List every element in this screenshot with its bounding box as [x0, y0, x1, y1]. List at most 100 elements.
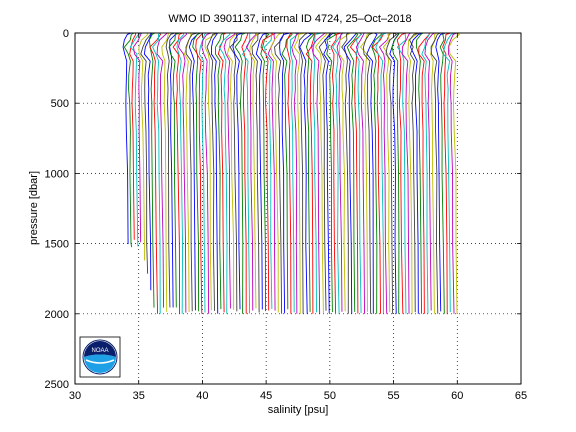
salinity-profile-line — [332, 33, 344, 314]
salinity-profile-line — [192, 33, 201, 312]
x-tick-label: 50 — [324, 390, 336, 402]
salinity-profile-line — [263, 33, 273, 309]
x-axis-label: salinity [psu] — [268, 404, 329, 416]
salinity-profile-line — [138, 33, 149, 261]
grid-lines — [75, 33, 521, 384]
noaa-logo: NOAA — [79, 336, 121, 378]
salinity-profile-line — [378, 33, 393, 314]
salinity-profile-line — [396, 33, 408, 314]
salinity-profile-line — [234, 33, 246, 314]
salinity-profile-line — [286, 33, 292, 314]
x-tick-label: 40 — [196, 390, 208, 402]
salinity-profile-line — [289, 33, 299, 313]
y-axis-label: pressure [dbar] — [28, 171, 40, 245]
salinity-profile-line — [165, 33, 176, 308]
salinity-profile-line — [226, 33, 238, 310]
salinity-profile-line — [346, 33, 359, 312]
salinity-profile-line — [442, 33, 455, 313]
salinity-profile-line — [349, 33, 362, 314]
salinity-profile-line — [279, 33, 290, 314]
salinity-profile-line — [215, 33, 225, 310]
x-tick-label: 45 — [260, 390, 272, 402]
salinity-profile-line — [355, 33, 365, 314]
x-tick-label: 55 — [387, 390, 399, 402]
y-tick-label: 1000 — [45, 168, 69, 180]
salinity-profile-line — [447, 33, 458, 314]
salinity-profile-line — [391, 33, 400, 314]
salinity-profile-line — [415, 33, 424, 314]
salinity-profile-line — [439, 33, 445, 314]
salinity-profile-line — [341, 33, 350, 314]
salinity-profile-line — [366, 33, 378, 314]
salinity-profile-line — [210, 33, 219, 314]
salinity-profile-line — [291, 33, 300, 314]
salinity-profile-line — [343, 33, 357, 314]
salinity-profile-line — [168, 33, 181, 308]
salinity-profile-line — [382, 33, 392, 313]
salinity-profile-line — [148, 33, 156, 308]
salinity-profile-line — [149, 33, 162, 314]
salinity-profile-line — [363, 33, 374, 314]
salinity-profile-line — [242, 33, 251, 314]
salinity-profile-line — [375, 33, 387, 314]
salinity-profile-line — [410, 33, 424, 314]
salinity-profile-line — [293, 33, 306, 314]
salinity-profile-line — [129, 33, 137, 240]
salinity-profile-line — [270, 33, 283, 313]
salinity-profile-line — [260, 33, 270, 312]
salinity-profile-line — [241, 33, 249, 314]
x-tick-label: 65 — [515, 390, 527, 402]
salinity-profile-line — [323, 33, 334, 314]
salinity-profile-line — [421, 33, 431, 314]
salinity-profile-line — [407, 33, 418, 314]
salinity-profile-line — [156, 33, 168, 308]
salinity-profile-line — [133, 33, 142, 243]
salinity-profile-line — [251, 33, 261, 313]
y-tick-label: 0 — [63, 28, 69, 40]
salinity-profile-line — [260, 33, 274, 311]
y-tick-label: 2500 — [45, 379, 69, 391]
salinity-profile-line — [123, 33, 135, 248]
x-tick-label: 30 — [69, 390, 81, 402]
salinity-profile-line — [314, 33, 328, 314]
salinity-profile-line — [176, 33, 185, 314]
salinity-profile-line — [355, 33, 362, 314]
salinity-profile-line — [223, 33, 236, 309]
salinity-profile-line — [122, 33, 132, 245]
salinity-profile-line — [442, 33, 452, 314]
salinity-profile-line — [312, 33, 322, 313]
salinity-profile-line — [338, 33, 351, 312]
salinity-profile-line — [435, 33, 446, 312]
chart-title: WMO ID 3901137, internal ID 4724, 25–Oct… — [168, 13, 411, 25]
salinity-profile-line — [255, 33, 268, 310]
x-axis: 30 35 40 45 50 55 60 65 — [69, 33, 527, 402]
salinity-profile-line — [311, 33, 326, 314]
salinity-profile-line — [177, 33, 188, 313]
salinity-profile-line — [188, 33, 202, 311]
salinity-profile-line — [274, 33, 285, 314]
y-tick-label: 1500 — [45, 239, 69, 251]
salinity-profile-line — [371, 33, 382, 314]
x-tick-label: 35 — [133, 390, 145, 402]
salinity-profile-line — [330, 33, 342, 314]
salinity-profile-line — [204, 33, 216, 311]
salinity-profile-line — [249, 33, 258, 309]
x-tick-label: 60 — [451, 390, 463, 402]
salinity-profile-line — [195, 33, 204, 314]
salinity-profile-line — [299, 33, 312, 314]
salinity-profile-line — [161, 33, 169, 312]
y-axis: 0 500 1000 1500 2000 2500 — [45, 28, 521, 391]
salinity-profile-line — [169, 33, 177, 308]
salinity-profile-line — [448, 33, 461, 314]
salinity-profile-line — [206, 33, 219, 311]
y-tick-label: 500 — [51, 98, 69, 110]
plot-frame — [74, 32, 522, 385]
noaa-logo-text: NOAA — [91, 348, 108, 354]
salinity-profile-line — [326, 33, 338, 313]
salinity-profile-line — [385, 33, 398, 314]
salinity-profile-line — [418, 33, 430, 314]
salinity-profile-line — [409, 33, 420, 313]
salinity-profile-line — [229, 33, 239, 312]
y-tick-label: 2000 — [45, 309, 69, 321]
